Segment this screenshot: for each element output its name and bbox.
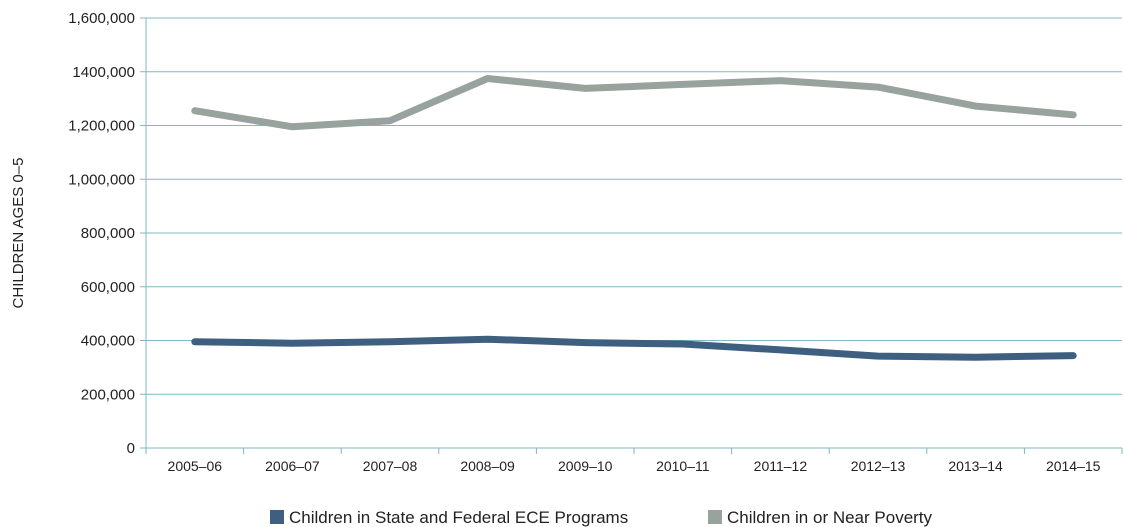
legend-label: Children in State and Federal ECE Progra… xyxy=(289,508,628,527)
y-tick-label: 0 xyxy=(127,440,135,457)
x-tick-label: 2005–06 xyxy=(168,458,223,474)
legend-swatch xyxy=(270,510,284,524)
y-tick-label: 1,000,000 xyxy=(68,171,135,188)
x-tick-label: 2009–10 xyxy=(558,458,613,474)
series-lines xyxy=(191,75,1077,361)
x-tick-label: 2010–11 xyxy=(656,458,710,474)
legend-label: Children in or Near Poverty xyxy=(727,508,933,527)
x-tick-label: 2011–12 xyxy=(754,458,808,474)
y-tick-label: 800,000 xyxy=(81,225,135,242)
y-axis-ticks: 0 200,000 400,000 600,000 800,000 1,000,000 1,… xyxy=(68,10,146,457)
y-axis-title: CHILDREN AGES 0–5 xyxy=(10,158,27,309)
x-tick-label: 2006–07 xyxy=(265,458,320,474)
gridlines xyxy=(146,17,1122,395)
series-line-2 xyxy=(191,75,1077,131)
y-tick-label: 1,200,000 xyxy=(68,118,135,135)
x-tick-label: 2008–09 xyxy=(460,458,515,474)
x-tick-label: 2014–15 xyxy=(1046,458,1101,474)
series-line-1 xyxy=(191,335,1077,361)
y-tick-label: 600,000 xyxy=(81,279,135,296)
x-axis-ticks: 2005–06 2006–07 2007–08 2008–09 2009–10 2010–… xyxy=(145,448,1123,474)
x-tick-label: 2012–13 xyxy=(851,458,906,474)
x-tick-label: 2013–14 xyxy=(948,458,1003,474)
y-tick-label: 1400,000 xyxy=(72,64,135,81)
legend: Children in State and Federal ECE Progra… xyxy=(270,508,933,527)
y-tick-label: 400,000 xyxy=(81,333,135,350)
y-tick-label: 200,000 xyxy=(81,386,135,403)
legend-swatch xyxy=(708,510,722,524)
x-tick-label: 2007–08 xyxy=(363,458,418,474)
y-tick-label: 1,600,000 xyxy=(68,10,135,27)
